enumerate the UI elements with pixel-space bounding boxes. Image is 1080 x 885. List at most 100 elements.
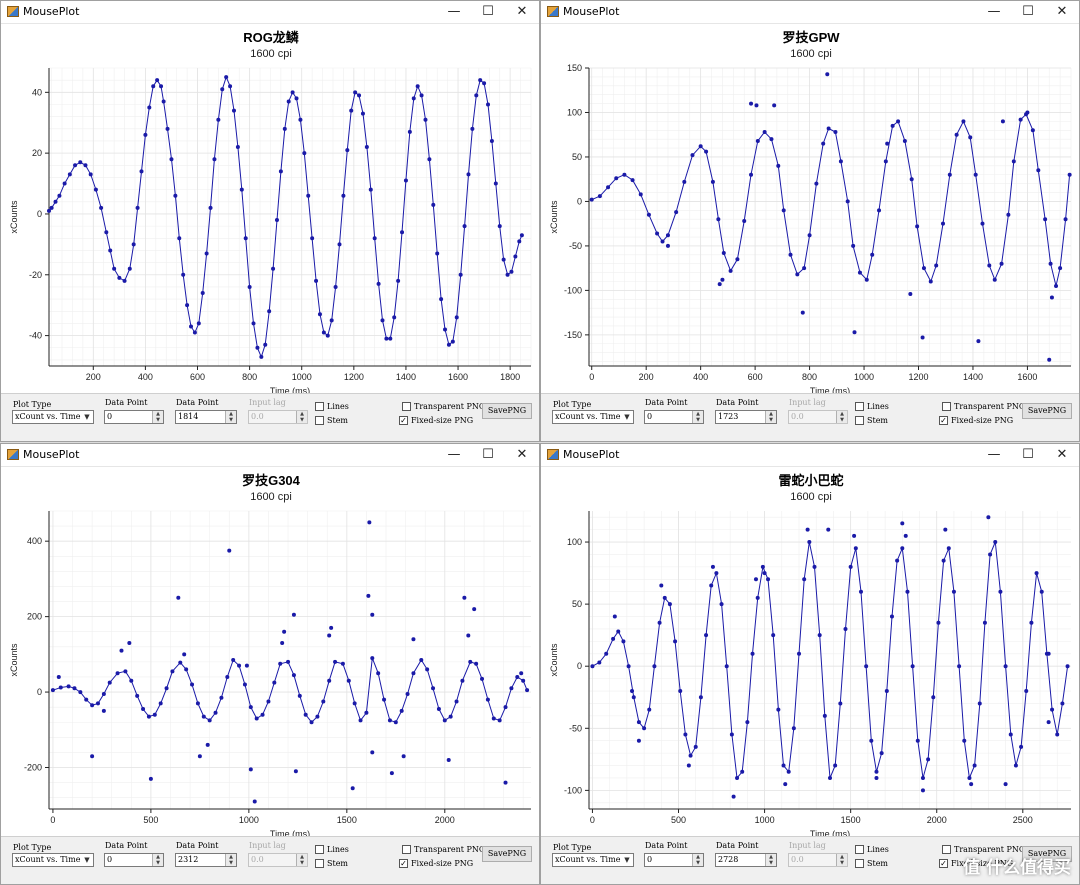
- maximize-icon[interactable]: ☐: [1022, 4, 1034, 19]
- outlier-point: [772, 103, 777, 108]
- transparent-png-checkbox[interactable]: [402, 845, 411, 854]
- data-point: [248, 705, 253, 710]
- save-png-button[interactable]: SavePNG: [1022, 403, 1072, 419]
- data-point: [228, 84, 233, 89]
- stem-checkbox[interactable]: [855, 859, 864, 868]
- data-point-start-input[interactable]: 0 ▲ ▼: [644, 410, 704, 424]
- data-point-end-input[interactable]: 2312 ▲ ▼: [175, 853, 237, 867]
- close-icon[interactable]: ✕: [516, 4, 528, 19]
- outlier-point: [472, 607, 477, 612]
- data-point: [407, 129, 412, 134]
- outlier-point: [630, 689, 635, 694]
- data-point: [993, 540, 998, 545]
- spinner-icon[interactable]: ▲ ▼: [152, 854, 163, 866]
- outlier-point: [282, 629, 287, 634]
- fixed-size-png-checkbox[interactable]: ✓: [939, 416, 948, 425]
- maximize-icon[interactable]: ☐: [1022, 447, 1034, 462]
- data-point: [889, 614, 894, 619]
- stem-label: Stem: [867, 416, 889, 425]
- stem-checkbox[interactable]: [855, 416, 864, 425]
- spinner-icon[interactable]: ▲ ▼: [225, 854, 236, 866]
- data-point: [321, 699, 326, 704]
- data-point: [690, 153, 695, 158]
- save-png-button[interactable]: SavePNG: [1022, 846, 1072, 862]
- fixed-size-png-checkbox[interactable]: ✓: [399, 416, 408, 425]
- input-lag-label: Input lag: [789, 841, 826, 850]
- plot-type-select[interactable]: xCount vs. Time ▼: [552, 853, 634, 867]
- data-point-end-input[interactable]: 2728 ▲ ▼: [715, 853, 777, 867]
- data-point: [297, 693, 302, 698]
- x-tick-label: 2500: [1013, 815, 1033, 825]
- close-icon[interactable]: ✕: [1056, 4, 1068, 19]
- data-point-end-label: Data Point End: [716, 841, 759, 850]
- stem-checkbox[interactable]: [315, 416, 324, 425]
- data-point: [987, 263, 992, 268]
- data-point-start-input[interactable]: 0 ▲ ▼: [644, 853, 704, 867]
- data-point: [436, 707, 441, 712]
- plot-background: [589, 511, 1071, 809]
- data-point: [460, 678, 465, 683]
- data-point: [957, 664, 962, 669]
- fixed-size-png-checkbox[interactable]: ✓: [939, 859, 948, 868]
- data-point: [977, 701, 982, 706]
- maximize-icon[interactable]: ☐: [482, 4, 494, 19]
- lines-checkbox[interactable]: [315, 402, 324, 411]
- data-point: [646, 212, 651, 217]
- data-point: [243, 236, 248, 241]
- transparent-png-checkbox[interactable]: [942, 402, 951, 411]
- title-bar[interactable]: MousePlot — ☐ ✕: [541, 444, 1079, 467]
- lines-checkbox[interactable]: [855, 845, 864, 854]
- data-point-start-input[interactable]: 0 ▲ ▼: [104, 853, 164, 867]
- data-point: [838, 159, 843, 164]
- data-point: [951, 589, 956, 594]
- close-icon[interactable]: ✕: [1056, 447, 1068, 462]
- data-point: [795, 272, 800, 277]
- data-point: [239, 187, 244, 192]
- outlier-point: [1047, 357, 1052, 362]
- data-point: [213, 710, 218, 715]
- data-point: [143, 132, 148, 137]
- data-point: [729, 732, 734, 737]
- mouseplot-window: MousePlot — ☐ ✕ 雷蛇小巴蛇 1600 cpi 0 500 1000 150…: [540, 443, 1080, 885]
- minimize-icon[interactable]: —: [987, 4, 1001, 19]
- plot-type-select[interactable]: xCount vs. Time ▼: [552, 410, 634, 424]
- minimize-icon[interactable]: —: [987, 447, 1001, 462]
- fixed-size-png-checkbox[interactable]: ✓: [399, 859, 408, 868]
- spinner-icon[interactable]: ▲ ▼: [765, 854, 776, 866]
- data-point: [49, 205, 54, 210]
- minimize-icon[interactable]: —: [447, 4, 461, 19]
- transparent-png-checkbox[interactable]: [402, 402, 411, 411]
- save-png-button[interactable]: SavePNG: [482, 846, 532, 862]
- spinner-icon[interactable]: ▲ ▼: [152, 411, 163, 423]
- title-bar[interactable]: MousePlot — ☐ ✕: [1, 444, 539, 467]
- data-point-end-input[interactable]: 1723 ▲ ▼: [715, 410, 777, 424]
- data-point: [988, 552, 993, 557]
- lines-checkbox[interactable]: [855, 402, 864, 411]
- x-tick-label: 2000: [435, 815, 455, 825]
- spinner-icon[interactable]: ▲ ▼: [692, 854, 703, 866]
- lines-checkbox[interactable]: [315, 845, 324, 854]
- data-point: [112, 266, 117, 271]
- close-icon[interactable]: ✕: [516, 447, 528, 462]
- transparent-png-checkbox[interactable]: [942, 845, 951, 854]
- plot-type-select[interactable]: xCount vs. Time ▼: [12, 853, 94, 867]
- plot-type-select[interactable]: xCount vs. Time ▼: [12, 410, 94, 424]
- data-point: [303, 712, 308, 717]
- data-point-start-input[interactable]: 0 ▲ ▼: [104, 410, 164, 424]
- spinner-icon[interactable]: ▲ ▼: [225, 411, 236, 423]
- minimize-icon[interactable]: —: [447, 447, 461, 462]
- title-bar[interactable]: MousePlot — ☐ ✕: [1, 1, 539, 24]
- outlier-point: [874, 775, 879, 780]
- spinner-icon[interactable]: ▲ ▼: [692, 411, 703, 423]
- save-png-button[interactable]: SavePNG: [482, 403, 532, 419]
- data-point: [1036, 168, 1041, 173]
- data-point: [235, 145, 240, 150]
- maximize-icon[interactable]: ☐: [482, 447, 494, 462]
- stem-checkbox[interactable]: [315, 859, 324, 868]
- data-point-end-input[interactable]: 1814 ▲ ▼: [175, 410, 237, 424]
- data-point: [698, 695, 703, 700]
- title-bar[interactable]: MousePlot — ☐ ✕: [541, 1, 1079, 24]
- x-tick-label: 0: [589, 372, 594, 382]
- data-point: [909, 177, 914, 182]
- spinner-icon[interactable]: ▲ ▼: [765, 411, 776, 423]
